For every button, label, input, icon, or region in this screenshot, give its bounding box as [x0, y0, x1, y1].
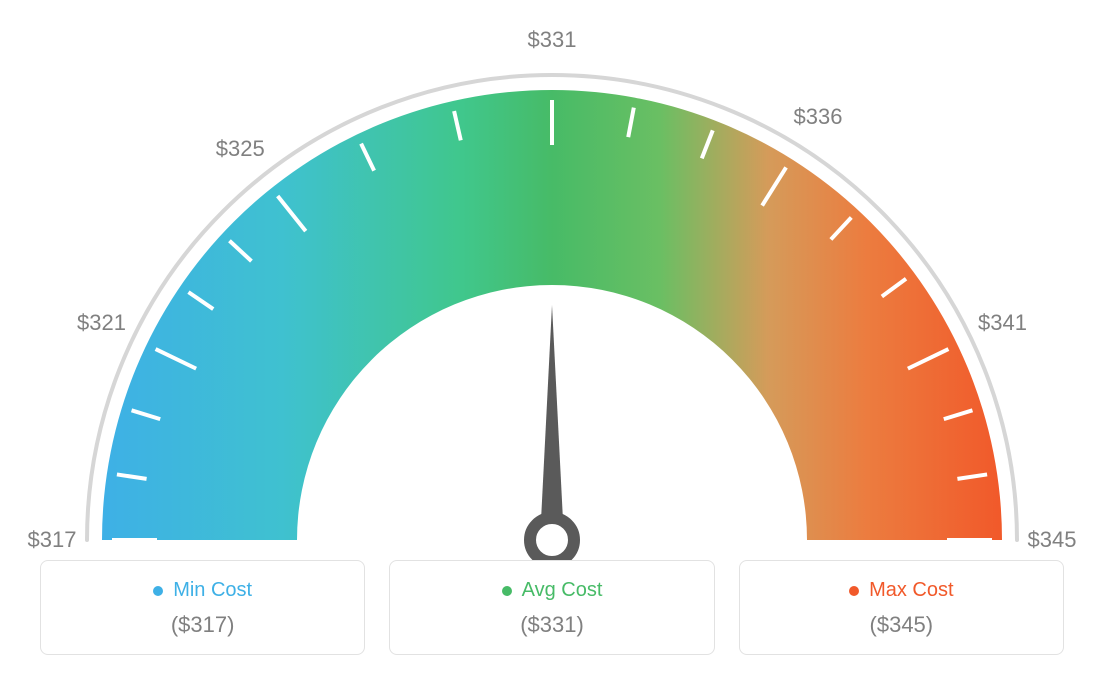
- avg-cost-title: Avg Cost: [502, 579, 603, 602]
- min-cost-title-text: Min Cost: [173, 579, 252, 602]
- max-cost-card: Max Cost ($345): [739, 560, 1064, 655]
- gauge-needle: [540, 305, 564, 540]
- avg-cost-card: Avg Cost ($331): [389, 560, 714, 655]
- gauge-tick-label: $336: [794, 104, 843, 130]
- gauge-tick-label: $325: [216, 136, 265, 162]
- max-cost-value: ($345): [750, 612, 1053, 638]
- avg-cost-value: ($331): [400, 612, 703, 638]
- max-dot-icon: [849, 586, 859, 596]
- avg-cost-title-text: Avg Cost: [522, 579, 603, 602]
- gauge-tick-label: $321: [77, 310, 126, 336]
- gauge-tick-label: $341: [978, 310, 1027, 336]
- min-dot-icon: [153, 586, 163, 596]
- min-cost-title: Min Cost: [153, 579, 252, 602]
- cost-cards-row: Min Cost ($317) Avg Cost ($331) Max Cost…: [0, 560, 1104, 675]
- gauge-svg: [0, 0, 1104, 560]
- avg-dot-icon: [502, 586, 512, 596]
- max-cost-title: Max Cost: [849, 579, 953, 602]
- max-cost-title-text: Max Cost: [869, 579, 953, 602]
- min-cost-card: Min Cost ($317): [40, 560, 365, 655]
- gauge-tick-label: $317: [28, 527, 77, 553]
- gauge-tick-label: $345: [1028, 527, 1077, 553]
- gauge-container: $317 $321 $325 $331 $336 $341 $345: [0, 0, 1104, 560]
- min-cost-value: ($317): [51, 612, 354, 638]
- gauge-hub-icon: [530, 518, 574, 560]
- gauge-tick-label: $331: [528, 27, 577, 53]
